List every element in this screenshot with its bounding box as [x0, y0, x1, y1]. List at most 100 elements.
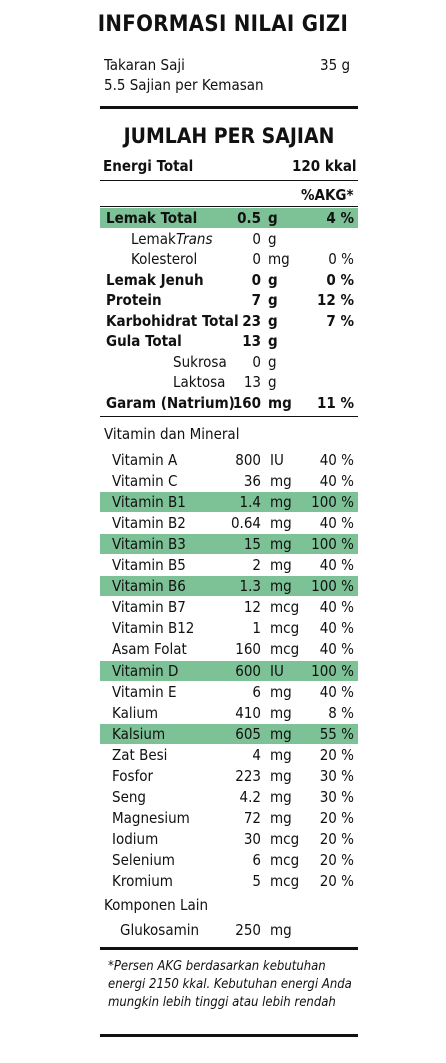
- nutrient-label: Gula Total: [106, 332, 182, 350]
- servings-per-pack: 5.5 Sajian per Kemasan: [104, 76, 264, 94]
- vitamin-label: Fosfor: [112, 766, 154, 785]
- vitamin-unit: mcg: [270, 850, 300, 869]
- nutrient-amount: 0: [252, 250, 261, 268]
- vitamin-unit: mg: [270, 535, 292, 554]
- vitamin-row: Vitamin C 36 mg 40 %: [100, 471, 358, 491]
- vitamin-amount: 605: [235, 724, 261, 743]
- nutrient-amount: 160: [232, 393, 261, 412]
- nutrient-amount: 0: [252, 229, 261, 248]
- vitamin-amount: 0.64: [230, 514, 261, 533]
- vitamin-unit: mcg: [270, 829, 300, 848]
- nutrient-amount: 0: [251, 270, 261, 289]
- nutrient-unit: g: [268, 373, 277, 391]
- vitamin-akg: 40 %: [319, 682, 354, 701]
- vitamin-unit: mg: [270, 766, 292, 785]
- vitamin-akg: 30 %: [319, 766, 354, 785]
- vitamin-unit: mg: [270, 787, 292, 806]
- vitamin-unit: mg: [270, 514, 292, 533]
- nutrient-row: Protein 7 g 12 %: [100, 290, 358, 310]
- vitamin-row: Kalsium 605 mg 55 %: [100, 724, 358, 744]
- vitamin-label: Vitamin B12: [112, 619, 195, 638]
- nutrient-row: Laktosa 13 g: [100, 372, 358, 392]
- nutrient-akg: 7 %: [326, 311, 354, 330]
- vitamin-row: Vitamin E 6 mg 40 %: [100, 682, 358, 702]
- nutrient-amount: 23: [242, 311, 261, 330]
- vitamin-label: Vitamin A: [112, 451, 178, 469]
- vitamin-label: Vitamin D: [112, 661, 179, 680]
- nutrient-label: Sukrosa: [173, 352, 227, 371]
- highlight-band: [100, 208, 358, 228]
- vitamin-row: Zat Besi 4 mg 20 %: [100, 745, 358, 765]
- vitamin-label: Magnesium: [112, 808, 190, 827]
- nutrient-amount: 0.5: [237, 209, 261, 227]
- other-row: Glukosamin 250 mg: [100, 920, 358, 940]
- other-amount: 250: [235, 921, 261, 939]
- vitamin-akg: 40 %: [319, 514, 354, 533]
- vitamin-label: Vitamin B7: [112, 598, 186, 617]
- vitamin-label: Vitamin E: [112, 682, 177, 701]
- vitamin-akg: 40 %: [319, 640, 354, 659]
- vitamin-unit: mg: [270, 556, 292, 575]
- nutrient-amount: 13: [242, 332, 261, 350]
- nutrient-label: Karbohidrat Total: [106, 311, 239, 330]
- vitamin-row: Vitamin B12 1 mcg 40 %: [100, 618, 358, 638]
- vitamin-amount: 36: [243, 472, 261, 491]
- nutrient-row: Sukrosa 0 g: [100, 352, 358, 372]
- vitamin-row: Vitamin B6 1.3 mg 100 %: [100, 576, 358, 596]
- vitamin-row: Vitamin B7 12 mcg 40 %: [100, 597, 358, 617]
- vitamin-label: Vitamin C: [112, 472, 178, 491]
- vitamin-amount: 223: [235, 766, 261, 785]
- vitamin-amount: 1.4: [239, 493, 261, 512]
- vitamins-heading: Vitamin dan Mineral: [104, 425, 240, 443]
- nutrient-row: Lemak Trans 0 g: [100, 229, 358, 249]
- akg-heading: %AKG*: [301, 186, 354, 204]
- vitamin-row: Iodium 30 mcg 20 %: [100, 829, 358, 849]
- vitamin-unit: mg: [270, 745, 292, 764]
- vitamin-row: Seng 4.2 mg 30 %: [100, 787, 358, 807]
- vitamin-akg: 40 %: [319, 472, 354, 491]
- vitamin-amount: 2: [252, 556, 261, 575]
- nutrient-divider: [100, 416, 358, 417]
- nutrient-akg: 0 %: [328, 250, 354, 268]
- vitamin-unit: mg: [270, 724, 292, 743]
- vitamin-row: Kalium 410 mg 8 %: [100, 703, 358, 723]
- vitamin-akg: 8 %: [328, 703, 354, 722]
- vitamin-label: Kromium: [112, 872, 173, 890]
- vitamin-label: Seng: [112, 787, 146, 806]
- nutrient-label: Laktosa: [173, 373, 226, 391]
- energy-divider: [100, 180, 358, 181]
- vitamin-akg: 20 %: [319, 808, 354, 827]
- other-label: Glukosamin: [120, 921, 200, 939]
- vitamin-unit: mg: [270, 493, 292, 512]
- vitamin-row: Asam Folat 160 mcg 40 %: [100, 639, 358, 659]
- nutrient-label: Lemak: [131, 229, 176, 248]
- nutrient-row: Lemak Total 0.5 g 4 %: [100, 208, 358, 228]
- vitamin-akg: 100 %: [311, 535, 354, 554]
- akg-footnote: *Persen AKG berdasarkan kebutuhan energi…: [108, 959, 352, 1010]
- nutrient-unit: g: [268, 332, 278, 350]
- vitamin-akg: 40 %: [319, 556, 354, 575]
- vitamin-row: Vitamin B2 0.64 mg 40 %: [100, 513, 358, 533]
- nutrient-unit: g: [268, 229, 277, 248]
- vitamin-label: Selenium: [112, 850, 175, 869]
- section-divider: [100, 106, 358, 109]
- vitamin-row: Magnesium 72 mg 20 %: [100, 808, 358, 828]
- bottom-rule: [100, 1034, 358, 1037]
- vitamin-amount: 6: [252, 682, 261, 701]
- nutrient-unit: g: [268, 270, 278, 289]
- nutrient-row: Karbohidrat Total 23 g 7 %: [100, 311, 358, 331]
- vitamin-akg: 20 %: [319, 850, 354, 869]
- vitamin-akg: 40 %: [319, 619, 354, 638]
- vitamin-amount: 12: [243, 598, 261, 617]
- vitamin-amount: 1.3: [239, 577, 261, 596]
- footnote-divider: [100, 947, 358, 950]
- nutrient-unit: mg: [268, 250, 290, 268]
- nutrient-row: Garam (Natrium) 160 mg 11 %: [100, 393, 358, 413]
- vitamin-unit: mg: [270, 682, 292, 701]
- nutrient-label: Lemak Jenuh: [106, 270, 204, 289]
- vitamin-label: Vitamin B1: [112, 493, 186, 512]
- nutrient-unit: g: [268, 311, 278, 330]
- vitamin-row: Vitamin B1 1.4 mg 100 %: [100, 492, 358, 512]
- nutrient-amount: 0: [252, 352, 261, 371]
- nutrient-label-emphasis: Trans: [176, 229, 213, 248]
